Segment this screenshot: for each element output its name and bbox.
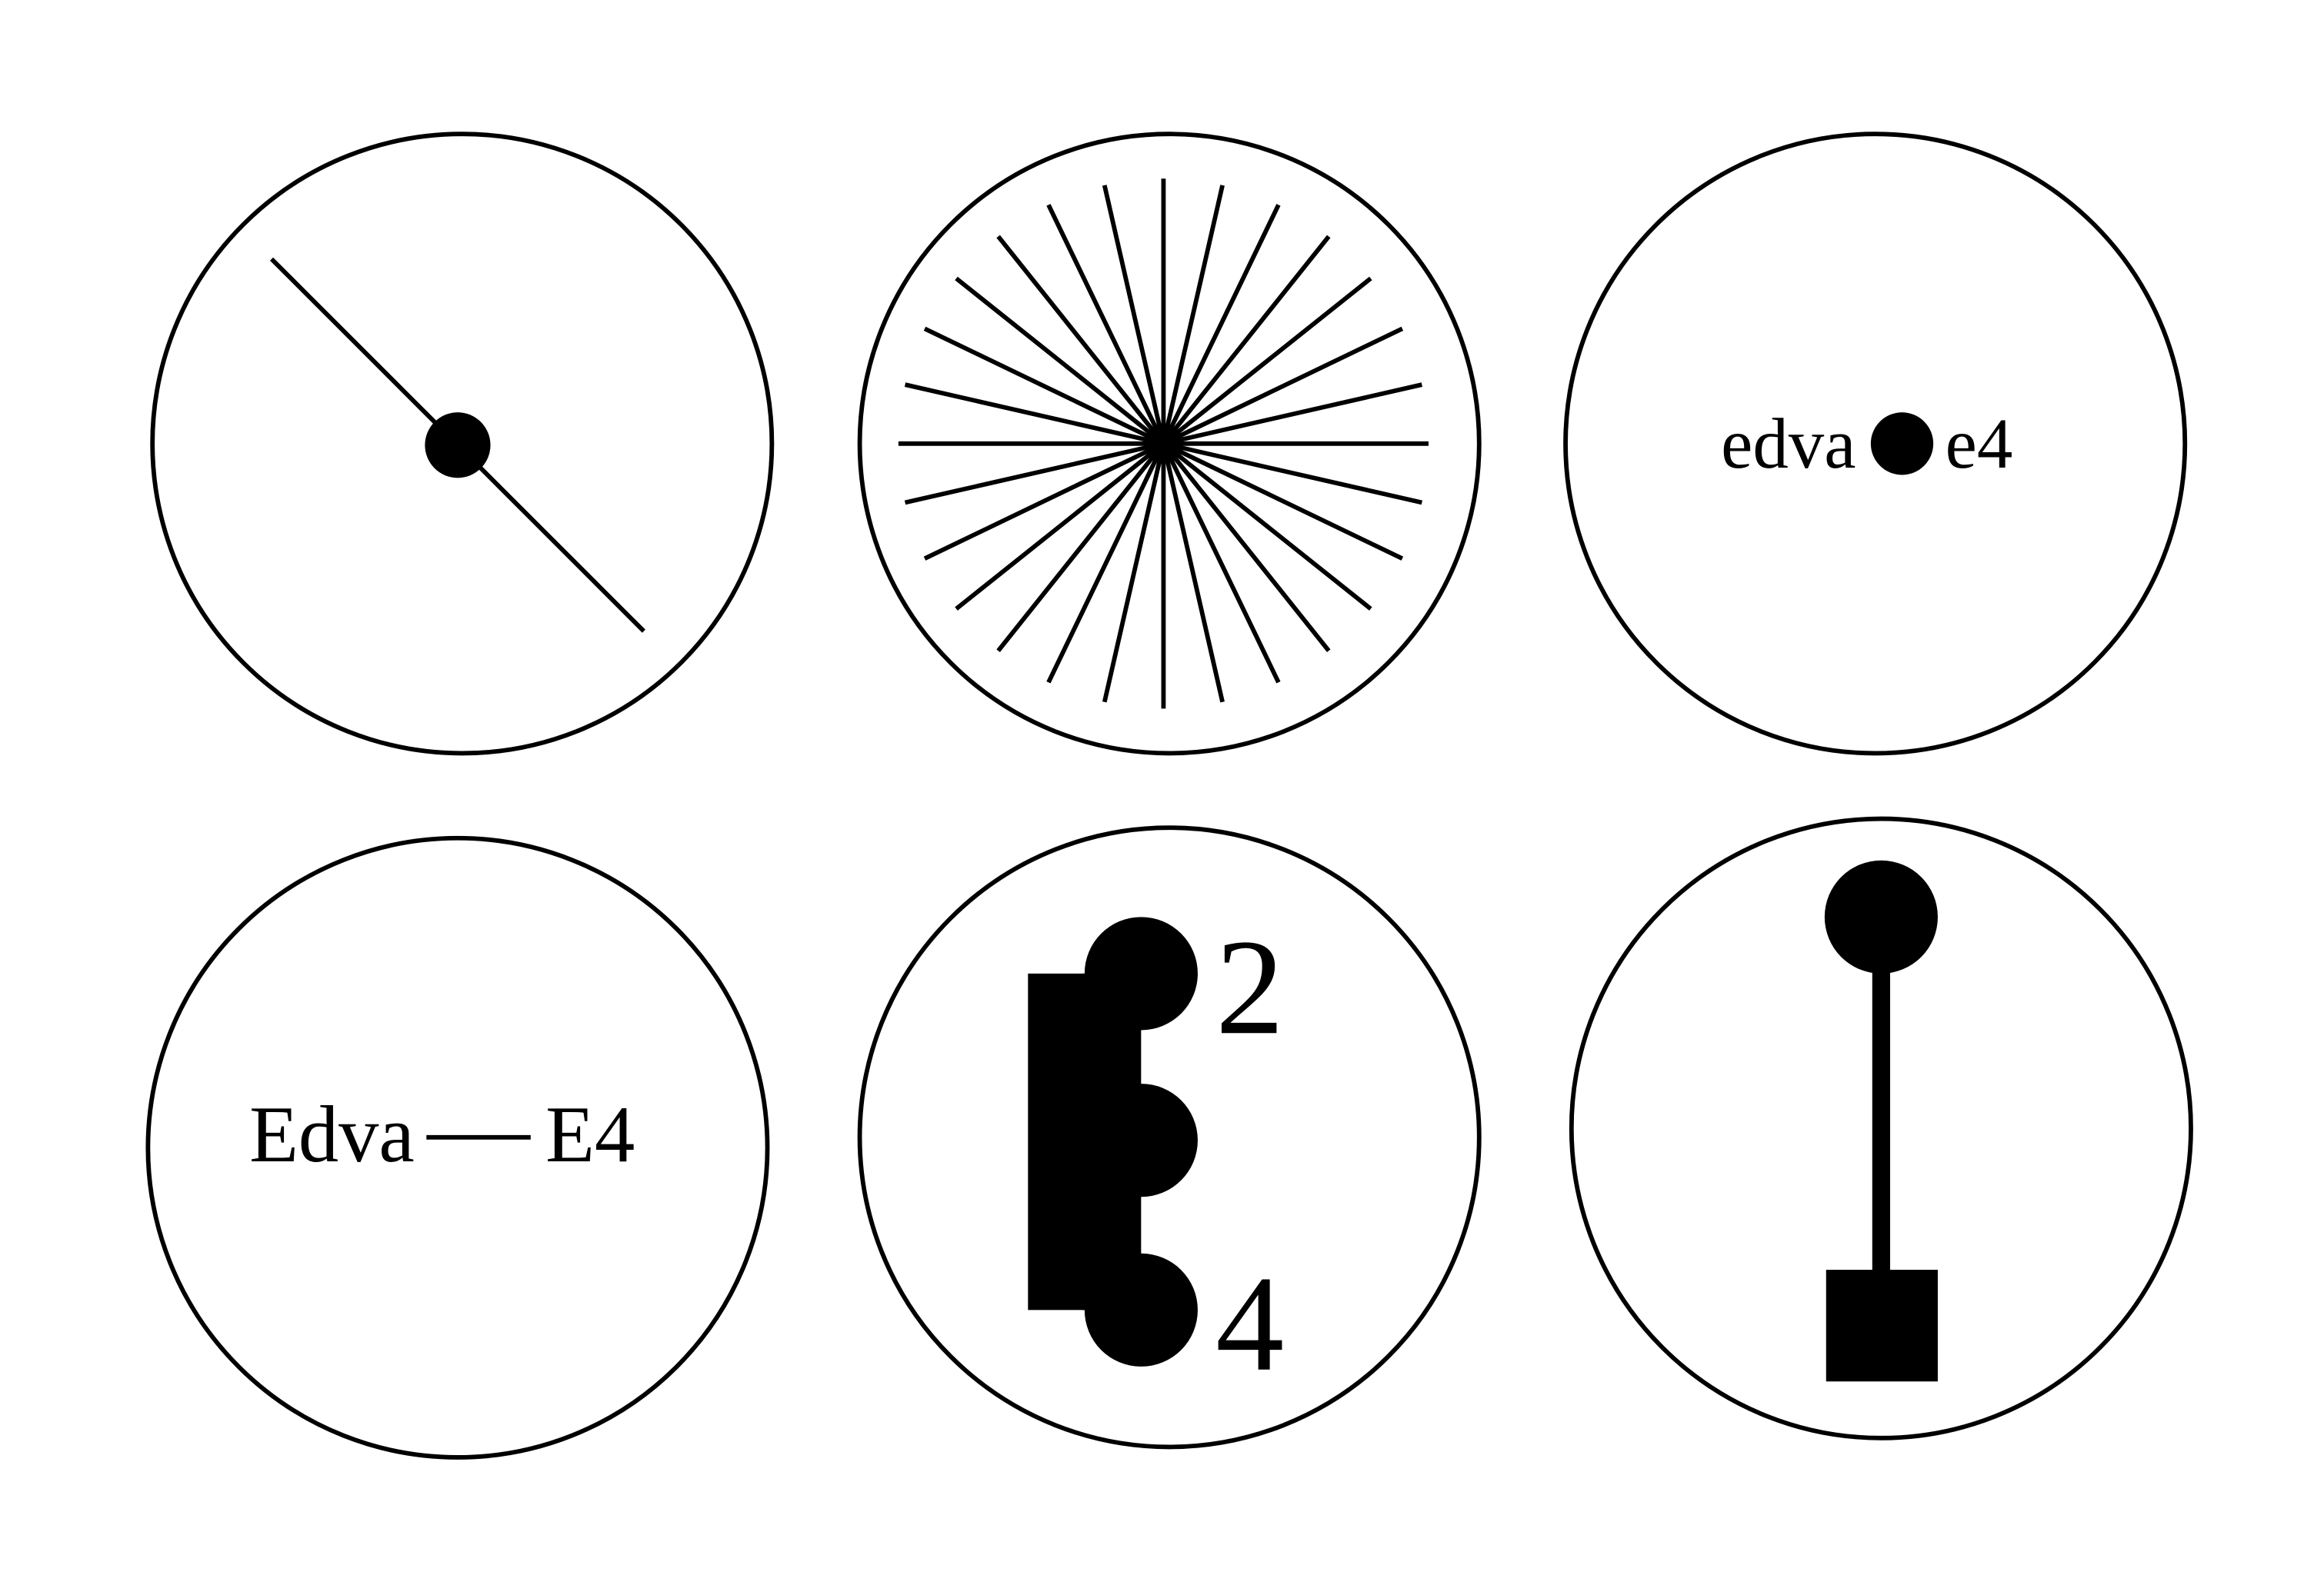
edva-lower-label: edva — [1721, 405, 1856, 484]
spoke — [923, 441, 1165, 561]
spoke — [1162, 326, 1404, 446]
spoke — [1046, 204, 1166, 445]
spoke — [1161, 185, 1225, 445]
spoke-hub — [1150, 430, 1177, 458]
panel-line-dot — [150, 132, 775, 756]
spine-notch-top — [1141, 1027, 1172, 1084]
e4-lower-label: e4 — [1946, 405, 2013, 484]
panel-lobed-bar: 2 4 — [857, 825, 1482, 1450]
spoke — [1162, 441, 1372, 611]
pin-ball — [1824, 860, 1938, 974]
spoke — [1162, 276, 1372, 446]
spoke — [904, 382, 1165, 446]
spoke — [904, 441, 1165, 505]
spoke — [1162, 441, 1422, 505]
lobe-middle — [1084, 1084, 1198, 1197]
spoke — [996, 235, 1165, 445]
separator-dot — [1870, 412, 1934, 475]
spoke — [1161, 204, 1281, 445]
base-square — [1826, 1270, 1938, 1382]
edva-upper-label: Edva — [249, 1090, 415, 1179]
spoke — [1161, 442, 1281, 684]
spoke — [1046, 442, 1166, 684]
spoke — [1162, 441, 1404, 561]
spoke — [1162, 235, 1331, 445]
panel-2-frame — [857, 132, 1482, 756]
panel-5-frame — [857, 825, 1482, 1450]
lobe-top — [1084, 917, 1198, 1031]
exponent-four: 4 — [1215, 1247, 1284, 1400]
spoke — [1102, 443, 1166, 703]
panel-edva-dot-e4: edva e4 — [1563, 132, 2188, 756]
spoke — [1162, 442, 1331, 652]
spoke — [1161, 443, 1225, 703]
e4-upper-label: E4 — [545, 1090, 635, 1179]
pin-stem — [1872, 952, 1891, 1281]
center-dot — [425, 412, 491, 478]
panel-4-frame — [145, 835, 770, 1460]
spoke — [955, 276, 1165, 446]
exponent-two: 2 — [1215, 911, 1284, 1063]
panel-1-frame — [150, 132, 775, 756]
spoke — [996, 442, 1165, 652]
panel-3-frame — [1563, 132, 2188, 756]
spoke — [955, 441, 1165, 611]
spine-notch-bottom — [1141, 1197, 1172, 1254]
lobe-bottom — [1084, 1253, 1198, 1367]
panel-pin-square — [1569, 816, 2193, 1440]
spoke-group — [898, 178, 1429, 709]
spoke — [1102, 185, 1166, 445]
panel-spokes — [857, 132, 1482, 756]
spoke — [1162, 382, 1422, 446]
panel-6-frame — [1569, 816, 2193, 1440]
vertical-bar — [1028, 973, 1085, 1311]
spoke — [923, 326, 1165, 446]
panel-edva-dash-e4: Edva E4 — [145, 835, 770, 1460]
